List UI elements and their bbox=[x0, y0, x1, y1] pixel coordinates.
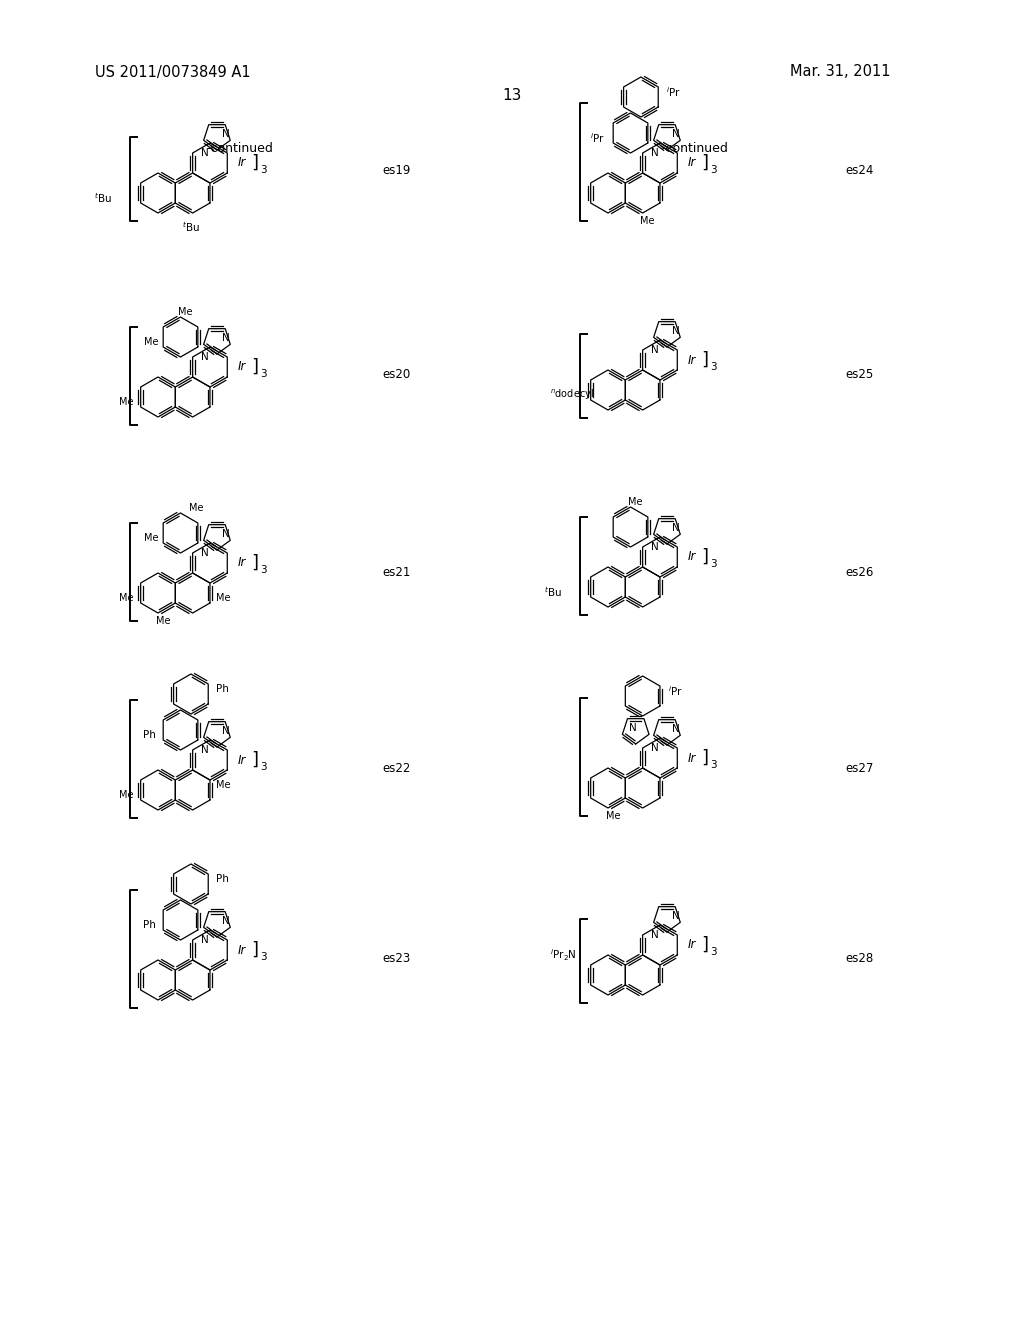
Text: Me: Me bbox=[144, 337, 159, 347]
Text: Ir: Ir bbox=[238, 557, 246, 569]
Text: Me: Me bbox=[606, 810, 621, 821]
Text: es25: es25 bbox=[845, 368, 873, 381]
Text: 13: 13 bbox=[503, 87, 521, 103]
Text: Ir: Ir bbox=[238, 754, 246, 767]
Text: Ir: Ir bbox=[238, 157, 246, 169]
Text: $^t$Bu: $^t$Bu bbox=[94, 191, 112, 205]
Text: -continued: -continued bbox=[662, 141, 728, 154]
Text: Ir: Ir bbox=[238, 360, 246, 374]
Text: Mar. 31, 2011: Mar. 31, 2011 bbox=[790, 65, 891, 79]
Text: N: N bbox=[201, 148, 209, 158]
Text: es24: es24 bbox=[845, 164, 873, 177]
Text: N: N bbox=[672, 911, 680, 921]
Text: $^i$Pr: $^i$Pr bbox=[666, 84, 681, 99]
Text: 3: 3 bbox=[260, 565, 266, 576]
Text: Ir: Ir bbox=[688, 939, 696, 952]
Text: Ph: Ph bbox=[216, 684, 228, 694]
Text: N: N bbox=[201, 548, 209, 558]
Text: Me: Me bbox=[640, 216, 655, 226]
Text: Me: Me bbox=[119, 397, 133, 407]
Text: $^t$Bu: $^t$Bu bbox=[544, 585, 562, 599]
Text: $^i$Pr: $^i$Pr bbox=[591, 131, 605, 145]
Text: -continued: -continued bbox=[207, 141, 273, 154]
Text: ]: ] bbox=[701, 548, 708, 566]
Text: Ir: Ir bbox=[688, 354, 696, 367]
Text: N: N bbox=[651, 543, 658, 552]
Text: ]: ] bbox=[251, 358, 258, 376]
Text: es21: es21 bbox=[382, 565, 411, 578]
Text: N: N bbox=[222, 916, 229, 927]
Text: US 2011/0073849 A1: US 2011/0073849 A1 bbox=[95, 65, 251, 79]
Text: 3: 3 bbox=[260, 762, 266, 772]
Text: N: N bbox=[651, 931, 658, 940]
Text: ]: ] bbox=[251, 941, 258, 960]
Text: N: N bbox=[222, 529, 229, 539]
Text: N: N bbox=[201, 352, 209, 362]
Text: ]: ] bbox=[251, 751, 258, 770]
Text: ]: ] bbox=[701, 936, 708, 954]
Text: es19: es19 bbox=[382, 164, 411, 177]
Text: es26: es26 bbox=[845, 565, 873, 578]
Text: Ir: Ir bbox=[238, 944, 246, 957]
Text: 3: 3 bbox=[710, 760, 717, 770]
Text: Me: Me bbox=[188, 503, 203, 513]
Text: Ir: Ir bbox=[688, 157, 696, 169]
Text: es22: es22 bbox=[382, 762, 411, 775]
Text: $^i$Pr: $^i$Pr bbox=[668, 684, 683, 698]
Text: 3: 3 bbox=[260, 370, 266, 379]
Text: es23: es23 bbox=[382, 952, 411, 965]
Text: es20: es20 bbox=[382, 368, 411, 381]
Text: $^t$Bu: $^t$Bu bbox=[181, 220, 200, 234]
Text: N: N bbox=[672, 129, 680, 139]
Text: N: N bbox=[222, 333, 229, 343]
Text: N: N bbox=[651, 743, 658, 752]
Text: 3: 3 bbox=[710, 558, 717, 569]
Text: ]: ] bbox=[701, 351, 708, 370]
Text: N: N bbox=[222, 129, 229, 139]
Text: 3: 3 bbox=[710, 946, 717, 957]
Text: $^n$dodecyl: $^n$dodecyl bbox=[550, 388, 594, 403]
Text: Me: Me bbox=[156, 616, 170, 626]
Text: Me: Me bbox=[178, 308, 193, 317]
Text: Me: Me bbox=[216, 780, 230, 789]
Text: Ph: Ph bbox=[142, 730, 156, 741]
Text: Ir: Ir bbox=[688, 550, 696, 564]
Text: 3: 3 bbox=[260, 165, 266, 176]
Text: es28: es28 bbox=[845, 952, 873, 965]
Text: N: N bbox=[222, 726, 229, 737]
Text: Ph: Ph bbox=[216, 874, 228, 884]
Text: ]: ] bbox=[701, 154, 708, 172]
Text: N: N bbox=[672, 723, 680, 734]
Text: 3: 3 bbox=[260, 952, 266, 962]
Text: ]: ] bbox=[251, 554, 258, 572]
Text: ]: ] bbox=[701, 748, 708, 767]
Text: 3: 3 bbox=[710, 165, 717, 176]
Text: N: N bbox=[672, 326, 680, 337]
Text: $^i$Pr$_2$N: $^i$Pr$_2$N bbox=[550, 948, 577, 962]
Text: N: N bbox=[629, 723, 637, 733]
Text: Me: Me bbox=[216, 593, 230, 603]
Text: N: N bbox=[651, 148, 658, 158]
Text: N: N bbox=[201, 935, 209, 945]
Text: Me: Me bbox=[119, 789, 133, 800]
Text: Ir: Ir bbox=[688, 751, 696, 764]
Text: Me: Me bbox=[119, 593, 133, 603]
Text: 3: 3 bbox=[710, 362, 717, 372]
Text: es27: es27 bbox=[845, 762, 873, 775]
Text: N: N bbox=[672, 523, 680, 533]
Text: Ph: Ph bbox=[142, 920, 156, 931]
Text: N: N bbox=[651, 345, 658, 355]
Text: Me: Me bbox=[629, 498, 643, 507]
Text: ]: ] bbox=[251, 154, 258, 172]
Text: N: N bbox=[201, 744, 209, 755]
Text: Me: Me bbox=[144, 533, 159, 543]
